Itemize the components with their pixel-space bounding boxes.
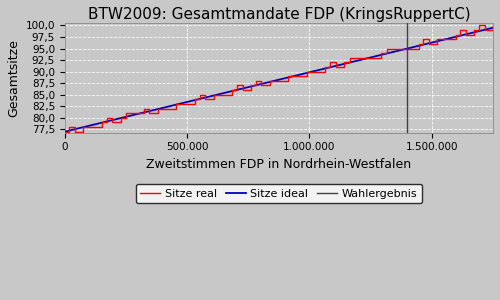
Sitze real xyxy=(482,24,488,27)
Sitze real xyxy=(62,130,68,134)
Sitze real xyxy=(490,24,496,27)
Legend: Sitze real, Sitze ideal, Wahlergebnis: Sitze real, Sitze ideal, Wahlergebnis xyxy=(136,184,422,203)
Sitze real xyxy=(453,38,459,41)
Sitze real xyxy=(192,98,198,101)
Line: Sitze real: Sitze real xyxy=(64,26,493,132)
Sitze real xyxy=(476,24,482,27)
Y-axis label: Gesamtsitze: Gesamtsitze xyxy=(7,39,20,117)
Title: BTW2009: Gesamtmandate FDP (KringsRuppertC): BTW2009: Gesamtmandate FDP (KringsRupper… xyxy=(88,7,470,22)
Sitze real xyxy=(109,121,115,124)
X-axis label: Zweitstimmen FDP in Nordrhein-Westfalen: Zweitstimmen FDP in Nordrhein-Westfalen xyxy=(146,158,412,171)
Sitze real xyxy=(360,56,366,60)
Sitze real xyxy=(434,42,440,46)
